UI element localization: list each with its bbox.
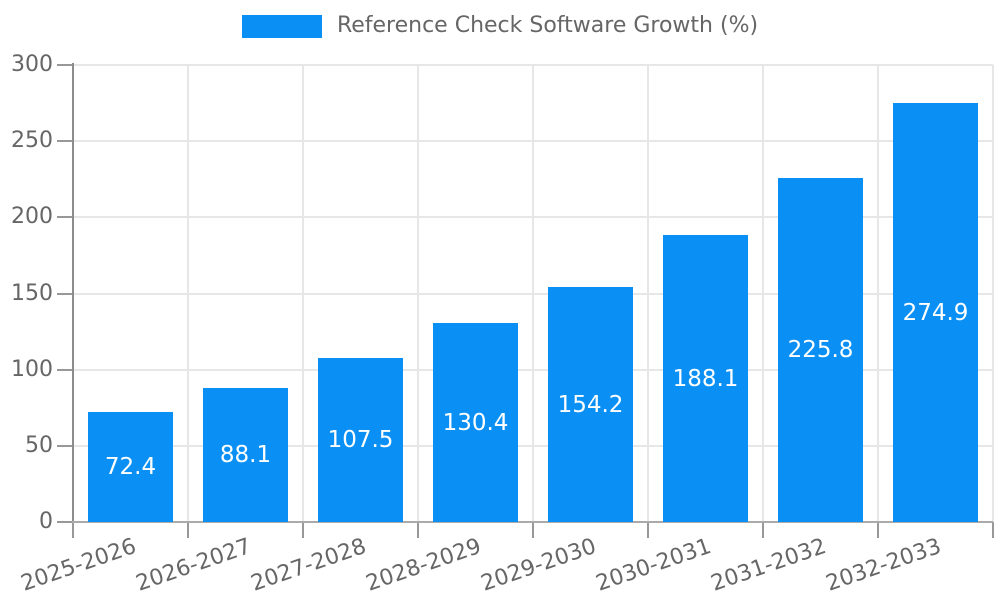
- y-tick-mark: [57, 140, 72, 143]
- legend-label: Reference Check Software Growth (%): [336, 13, 759, 38]
- y-tick-label: 100: [11, 356, 53, 382]
- x-gridline: [647, 65, 649, 522]
- x-gridline: [532, 65, 534, 522]
- x-gridline: [877, 65, 879, 522]
- x-tick-mark: [187, 522, 189, 538]
- x-gridline: [762, 65, 764, 522]
- x-gridline: [417, 65, 419, 522]
- x-tick-mark: [992, 522, 994, 538]
- x-axis-line: [72, 521, 993, 523]
- x-tick-mark: [762, 522, 764, 538]
- bar[interactable]: [893, 103, 978, 522]
- legend: Reference Check Software Growth (%): [0, 13, 1000, 39]
- bar[interactable]: [433, 323, 518, 522]
- legend-swatch: [241, 14, 322, 38]
- x-tick-mark: [877, 522, 879, 538]
- bar-value-label: 107.5: [327, 427, 394, 454]
- y-axis-line: [72, 63, 74, 522]
- bar[interactable]: [663, 235, 748, 522]
- y-tick-label: 250: [11, 128, 53, 154]
- bar[interactable]: [203, 387, 288, 522]
- bar-value-label: 72.4: [104, 453, 157, 480]
- y-tick-mark: [57, 368, 72, 371]
- bar-value-label: 130.4: [442, 409, 509, 436]
- y-tick-mark: [57, 444, 72, 447]
- bar-value-label: 154.2: [557, 391, 624, 418]
- y-tick-label: 300: [11, 52, 53, 77]
- y-tick-mark: [57, 64, 72, 66]
- x-gridline: [992, 65, 994, 522]
- y-tick-label: 200: [11, 204, 53, 230]
- bar-value-label: 188.1: [672, 365, 739, 392]
- bar-value-label: 88.1: [219, 441, 272, 468]
- x-gridline: [302, 65, 304, 522]
- x-tick-mark: [647, 522, 649, 538]
- bar-value-label: 274.9: [902, 299, 969, 326]
- bar[interactable]: [548, 287, 633, 522]
- bar[interactable]: [318, 358, 403, 522]
- y-tick-mark: [57, 292, 72, 295]
- bar-value-label: 225.8: [787, 337, 854, 364]
- x-tick-mark: [532, 522, 534, 538]
- x-tick-mark: [302, 522, 304, 538]
- x-tick-mark: [417, 522, 419, 538]
- y-tick-label: 50: [25, 432, 53, 458]
- x-tick-mark: [72, 522, 74, 538]
- bar[interactable]: [88, 411, 173, 522]
- y-tick-mark: [57, 216, 72, 219]
- bar[interactable]: [778, 178, 863, 522]
- y-tick-mark: [57, 521, 72, 523]
- y-tick-label: 0: [39, 509, 53, 534]
- y-tick-label: 150: [11, 280, 53, 306]
- x-gridline: [187, 65, 189, 522]
